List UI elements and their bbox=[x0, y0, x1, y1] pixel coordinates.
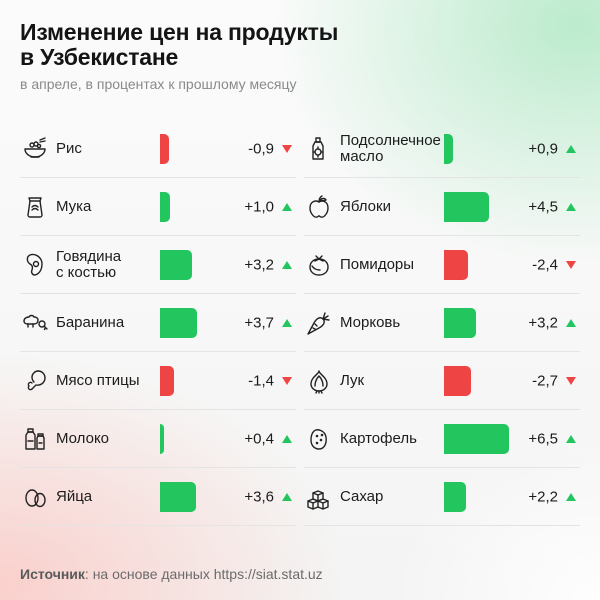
row-label: Яйца bbox=[56, 487, 93, 505]
onion-icon bbox=[306, 368, 332, 394]
row-label: Говядина с костью bbox=[56, 247, 122, 281]
source-text: : на основе данных https://siat.stat.uz bbox=[84, 566, 323, 582]
bar bbox=[160, 250, 192, 280]
bar bbox=[160, 424, 164, 454]
chart-row: Помидоры -2,4 bbox=[304, 236, 580, 294]
apple-icon bbox=[306, 194, 332, 220]
arrow-up-icon bbox=[282, 318, 292, 327]
source-label: Источник bbox=[20, 566, 85, 582]
flour-sack-icon bbox=[22, 194, 48, 220]
eggs-icon bbox=[22, 484, 48, 510]
bar bbox=[160, 192, 170, 222]
arrow-up-icon bbox=[566, 144, 576, 153]
chart-subtitle: в апреле, в процентах к прошлому месяцу bbox=[20, 76, 297, 92]
arrow-up-icon bbox=[282, 260, 292, 269]
value-label: +2,2 bbox=[528, 488, 558, 505]
row-label: Помидоры bbox=[340, 255, 415, 273]
carrot-icon bbox=[306, 310, 332, 336]
bar bbox=[444, 366, 471, 396]
rice-bowl-icon bbox=[22, 136, 48, 162]
bar bbox=[444, 308, 476, 338]
chart-row: Яблоки +4,5 bbox=[304, 178, 580, 236]
value-label: +3,6 bbox=[244, 488, 274, 505]
chart-row: Молоко +0,4 bbox=[20, 410, 296, 468]
value-label: -0,9 bbox=[248, 140, 274, 157]
row-label: Сахар bbox=[340, 487, 384, 505]
value-label: -2,4 bbox=[532, 256, 558, 273]
bar bbox=[160, 482, 196, 512]
row-label: Лук bbox=[340, 371, 365, 389]
row-label: Мука bbox=[56, 197, 92, 215]
chart-row: Рис -0,9 bbox=[20, 120, 296, 178]
value-label: +6,5 bbox=[528, 430, 558, 447]
chart-row: Подсолнечное масло +0,9 bbox=[304, 120, 580, 178]
arrow-up-icon bbox=[566, 434, 576, 443]
value-label: +0,4 bbox=[244, 430, 274, 447]
arrow-down-icon bbox=[566, 260, 576, 269]
row-label: Молоко bbox=[56, 429, 110, 447]
row-label: Баранина bbox=[56, 313, 125, 331]
value-label: +0,9 bbox=[528, 140, 558, 157]
value-label: -2,7 bbox=[532, 372, 558, 389]
potato-icon bbox=[306, 426, 332, 452]
value-label: +1,0 bbox=[244, 198, 274, 215]
chart-row: Сахар +2,2 bbox=[304, 468, 580, 526]
bar bbox=[160, 366, 174, 396]
source-note: Источник: на основе данных https://siat.… bbox=[20, 566, 323, 582]
chart-row: Мука +1,0 bbox=[20, 178, 296, 236]
bar bbox=[444, 250, 468, 280]
row-label: Морковь bbox=[340, 313, 401, 331]
bar bbox=[160, 134, 169, 164]
row-label: Рис bbox=[56, 139, 82, 157]
row-label: Подсолнечное масло bbox=[340, 131, 441, 165]
arrow-up-icon bbox=[566, 492, 576, 501]
beef-bone-icon bbox=[22, 252, 48, 278]
value-label: +3,2 bbox=[244, 256, 274, 273]
arrow-up-icon bbox=[566, 202, 576, 211]
chart-row: Яйца +3,6 bbox=[20, 468, 296, 526]
bar bbox=[444, 482, 466, 512]
arrow-down-icon bbox=[282, 376, 292, 385]
bar bbox=[160, 308, 197, 338]
row-label: Картофель bbox=[340, 429, 417, 447]
chart-row: Мясо птицы -1,4 bbox=[20, 352, 296, 410]
bar bbox=[444, 424, 509, 454]
chart-row: Говядина с костью +3,2 bbox=[20, 236, 296, 294]
chart-row: Картофель +6,5 bbox=[304, 410, 580, 468]
bar bbox=[444, 134, 453, 164]
arrow-up-icon bbox=[566, 318, 576, 327]
tomato-icon bbox=[306, 252, 332, 278]
milk-icon bbox=[22, 426, 48, 452]
value-label: +4,5 bbox=[528, 198, 558, 215]
chart-row: Лук -2,7 bbox=[304, 352, 580, 410]
chicken-leg-icon bbox=[22, 368, 48, 394]
chart-title: Изменение цен на продукты в Узбекистане bbox=[20, 19, 339, 70]
sugar-cubes-icon bbox=[306, 484, 332, 510]
right-column: Подсолнечное масло +0,9 Яблоки +4,5 Помидоры… bbox=[304, 120, 580, 526]
arrow-up-icon bbox=[282, 434, 292, 443]
chart-row: Баранина +3,7 bbox=[20, 294, 296, 352]
oil-bottle-icon bbox=[306, 136, 332, 162]
chart-row: Морковь +3,2 bbox=[304, 294, 580, 352]
bar bbox=[444, 192, 489, 222]
row-label: Яблоки bbox=[340, 197, 391, 215]
left-column: Рис -0,9 Мука +1,0 Говядина с костью +3,2 Бара… bbox=[20, 120, 296, 526]
value-label: +3,7 bbox=[244, 314, 274, 331]
row-label: Мясо птицы bbox=[56, 371, 140, 389]
lamb-icon bbox=[22, 310, 48, 336]
arrow-up-icon bbox=[282, 202, 292, 211]
value-label: -1,4 bbox=[248, 372, 274, 389]
value-label: +3,2 bbox=[528, 314, 558, 331]
arrow-up-icon bbox=[282, 492, 292, 501]
arrow-down-icon bbox=[282, 144, 292, 153]
arrow-down-icon bbox=[566, 376, 576, 385]
